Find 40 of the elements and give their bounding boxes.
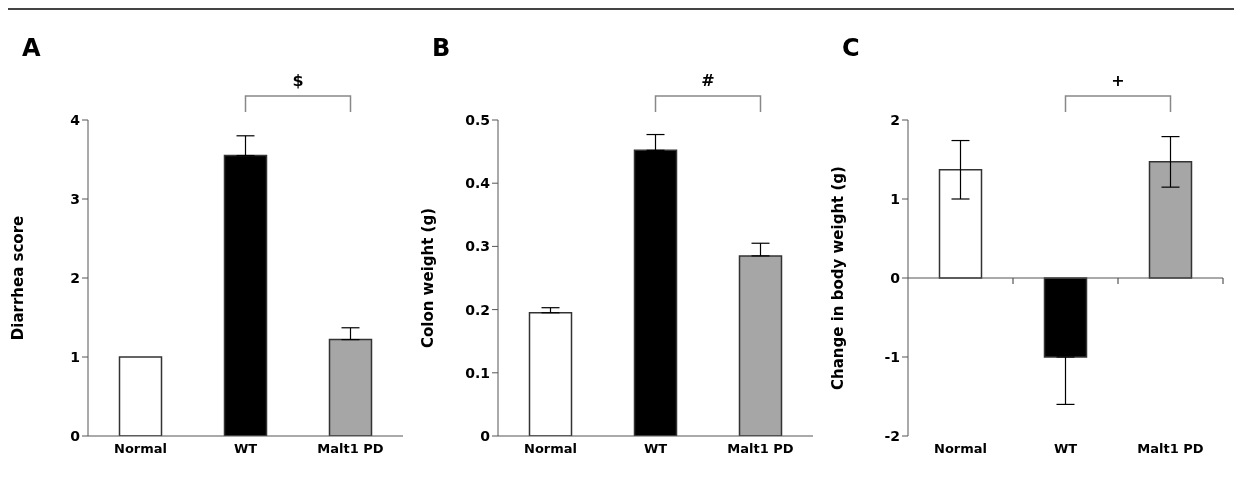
y-tick-label: 0.4 xyxy=(465,175,491,192)
x-tick-label: WT xyxy=(643,441,668,457)
x-tick-label: Normal xyxy=(524,441,577,457)
bar xyxy=(938,169,983,279)
text: $ xyxy=(292,71,304,90)
y-tick-label: 1 xyxy=(890,190,900,207)
y-axis-title: Diarrhea score xyxy=(9,215,28,341)
chart-title: A xyxy=(22,34,41,62)
x-tick-label: WT xyxy=(1053,441,1078,457)
x-tick-label: Malt1 PD xyxy=(1137,441,1204,457)
x-tick-label: Normal xyxy=(114,441,167,457)
y-tick-label: 3 xyxy=(70,190,80,207)
y-tick-label: 0.5 xyxy=(465,111,490,128)
y-tick-label: -2 xyxy=(884,427,900,444)
y-tick-label: 0.2 xyxy=(465,301,490,318)
text: # xyxy=(701,71,715,90)
text: + xyxy=(1111,71,1125,90)
y-tick-label: 2 xyxy=(70,269,80,286)
y-axis-title: Colon weight (g) xyxy=(419,207,438,349)
y-axis-title: Change in body weight (g) xyxy=(829,166,848,390)
y-tick-label: 0.1 xyxy=(465,364,490,381)
chart-title: B xyxy=(432,34,451,62)
y-tick-label: 4 xyxy=(70,111,81,128)
x-tick-label: WT xyxy=(233,441,258,457)
y-tick-label: 0 xyxy=(890,269,901,286)
y-tick-label: 0 xyxy=(480,427,491,444)
y-tick-label: 1 xyxy=(70,348,80,365)
x-tick-label: Normal xyxy=(934,441,987,457)
y-tick-label: 0 xyxy=(70,427,81,444)
bar xyxy=(1148,161,1193,279)
bar xyxy=(528,312,573,436)
y-tick-label: 0.3 xyxy=(465,238,490,255)
bar xyxy=(738,255,783,436)
y-tick-label: 2 xyxy=(890,111,900,128)
chart-title: C xyxy=(842,34,860,62)
x-tick-label: Malt1 PD xyxy=(317,441,384,457)
x-tick-label: Malt1 PD xyxy=(727,441,794,457)
bar xyxy=(118,356,163,436)
bar xyxy=(328,338,373,436)
y-tick-label: -1 xyxy=(884,348,900,365)
